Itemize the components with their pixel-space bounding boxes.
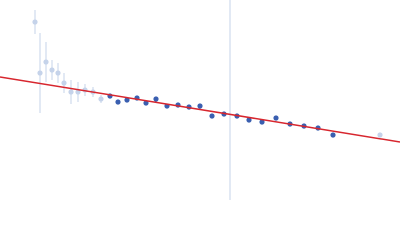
chart: [0, 0, 400, 200]
data-point: [68, 89, 74, 95]
data-point: [115, 99, 121, 105]
data-point: [61, 80, 67, 86]
data-point: [75, 89, 81, 95]
data-point: [55, 70, 61, 76]
data-point: [43, 59, 49, 65]
data-point: [330, 132, 336, 138]
data-point: [49, 67, 55, 73]
fit-line: [0, 76, 400, 143]
data-point: [153, 96, 159, 102]
data-point: [32, 19, 38, 25]
data-point: [98, 96, 104, 102]
data-point: [209, 113, 215, 119]
data-point: [143, 100, 149, 106]
data-point: [259, 119, 265, 125]
data-point: [124, 97, 130, 103]
data-point: [37, 70, 43, 76]
data-point: [246, 117, 252, 123]
data-point: [377, 132, 383, 138]
data-point: [273, 115, 279, 121]
data-point: [197, 103, 203, 109]
